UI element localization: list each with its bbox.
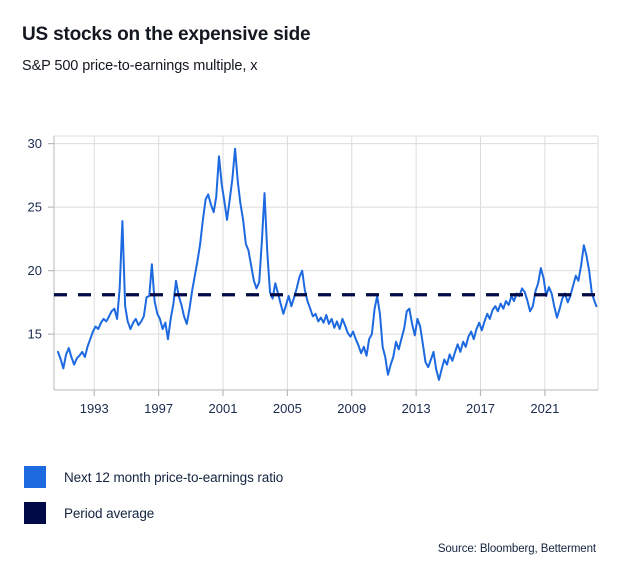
legend-item-average: Period average — [24, 498, 584, 528]
y-tick-label: 30 — [28, 136, 42, 151]
x-tick-label: 1997 — [144, 401, 173, 416]
legend-swatch-series — [24, 466, 46, 488]
series-line-pe-ratio — [57, 147, 598, 381]
page-title: US stocks on the expensive side — [22, 24, 311, 45]
line-chart: 15 20 25 30 1993 1997 2001 2005 2009 2013 2017 2021 — [28, 135, 599, 416]
legend-item-series: Next 12 month price-to-earnings ratio — [24, 462, 584, 492]
x-tick-label: 2009 — [337, 401, 366, 416]
x-tick-label: 2005 — [273, 401, 302, 416]
legend-label-average: Period average — [64, 505, 155, 521]
y-tick-label: 15 — [28, 327, 42, 342]
x-tick-label: 2001 — [209, 401, 238, 416]
x-tick-label: 1993 — [80, 401, 109, 416]
source-note: Source: Bloomberg, Betterment — [437, 543, 596, 555]
x-tick-label: 2021 — [530, 401, 559, 416]
legend-swatch-average — [24, 502, 46, 524]
legend-label-series: Next 12 month price-to-earnings ratio — [64, 469, 284, 485]
y-tick-label: 25 — [28, 200, 42, 215]
x-tick-label: 2013 — [402, 401, 431, 416]
chart-subtitle: S&P 500 price-to-earnings multiple, x — [22, 58, 258, 74]
x-tick-label: 2017 — [466, 401, 495, 416]
y-tick-label: 20 — [28, 263, 42, 278]
chart-plot-area: 15 20 25 30 1993 1997 2001 2005 2009 2013 2017 2021 — [0, 120, 624, 420]
chart-legend: Next 12 month price-to-earnings ratio Pe… — [24, 462, 584, 534]
